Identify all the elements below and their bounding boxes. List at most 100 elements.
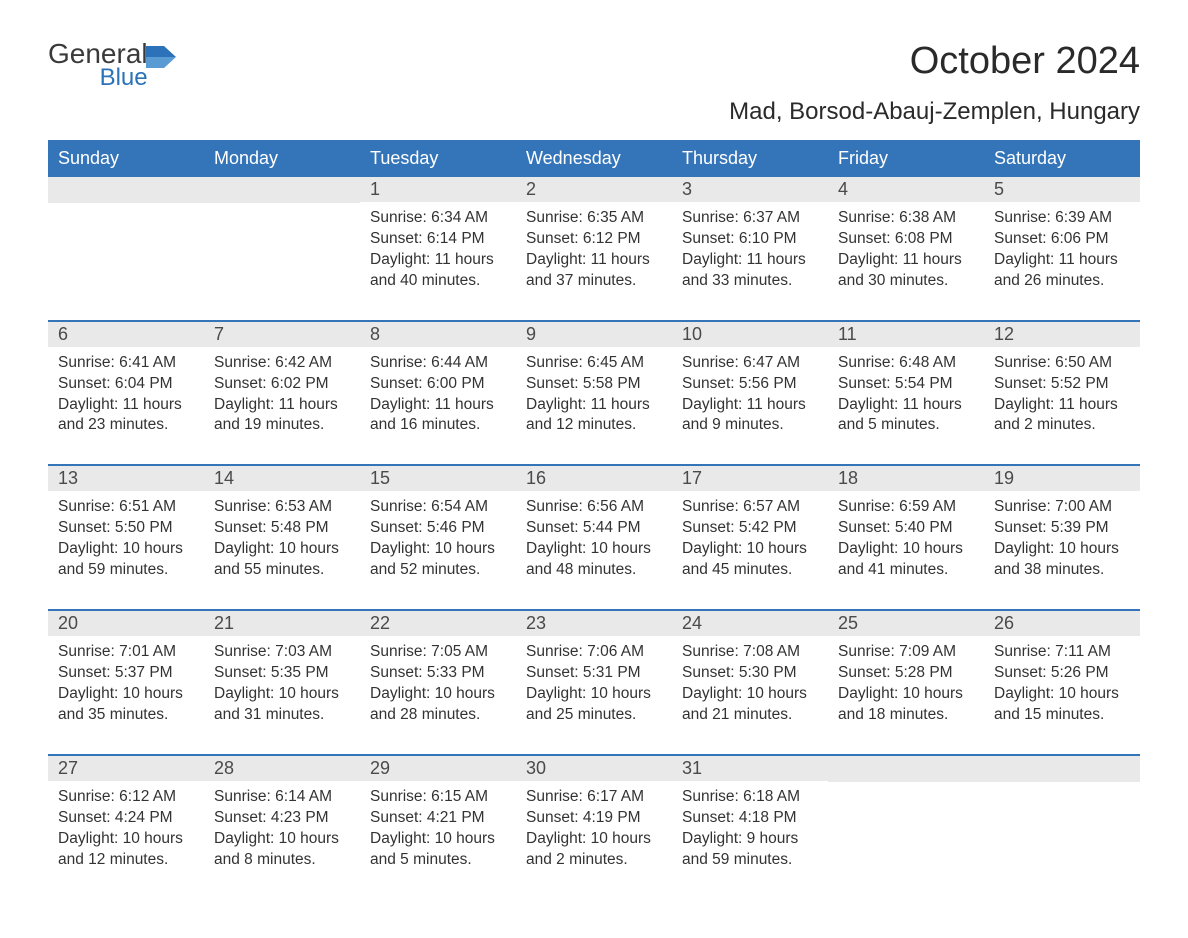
daylight-text-2: and 55 minutes. [214,560,350,581]
sunrise-text: Sunrise: 7:05 AM [370,642,506,663]
day-body: Sunrise: 6:51 AMSunset: 5:50 PMDaylight:… [48,491,204,609]
day-number: 16 [516,466,672,491]
day-number [828,756,984,782]
sunrise-text: Sunrise: 7:01 AM [58,642,194,663]
sunset-text: Sunset: 6:14 PM [370,229,506,250]
day-body: Sunrise: 7:08 AMSunset: 5:30 PMDaylight:… [672,636,828,754]
sunrise-text: Sunrise: 6:47 AM [682,353,818,374]
sunrise-text: Sunrise: 7:03 AM [214,642,350,663]
calendar-cell: 17Sunrise: 6:57 AMSunset: 5:42 PMDayligh… [672,465,828,610]
calendar-row: 6Sunrise: 6:41 AMSunset: 6:04 PMDaylight… [48,321,1140,466]
day-body [204,203,360,293]
day-body: Sunrise: 6:48 AMSunset: 5:54 PMDaylight:… [828,347,984,465]
day-body [48,203,204,293]
daylight-text-2: and 48 minutes. [526,560,662,581]
day-number: 29 [360,756,516,781]
sunrise-text: Sunrise: 6:59 AM [838,497,974,518]
sunset-text: Sunset: 6:08 PM [838,229,974,250]
daylight-text-2: and 2 minutes. [526,850,662,871]
sunrise-text: Sunrise: 6:57 AM [682,497,818,518]
day-body: Sunrise: 6:47 AMSunset: 5:56 PMDaylight:… [672,347,828,465]
sunrise-text: Sunrise: 6:45 AM [526,353,662,374]
day-number: 14 [204,466,360,491]
day-number: 4 [828,177,984,202]
sunrise-text: Sunrise: 6:37 AM [682,208,818,229]
daylight-text-1: Daylight: 10 hours [526,539,662,560]
day-body: Sunrise: 6:44 AMSunset: 6:00 PMDaylight:… [360,347,516,465]
sunset-text: Sunset: 5:52 PM [994,374,1130,395]
weekday-header-row: Sunday Monday Tuesday Wednesday Thursday… [48,140,1140,177]
daylight-text-1: Daylight: 10 hours [682,684,818,705]
sunrise-text: Sunrise: 6:56 AM [526,497,662,518]
calendar-cell: 12Sunrise: 6:50 AMSunset: 5:52 PMDayligh… [984,321,1140,466]
sunrise-text: Sunrise: 7:08 AM [682,642,818,663]
day-body: Sunrise: 6:41 AMSunset: 6:04 PMDaylight:… [48,347,204,465]
daylight-text-1: Daylight: 10 hours [214,684,350,705]
daylight-text-2: and 21 minutes. [682,705,818,726]
daylight-text-2: and 40 minutes. [370,271,506,292]
sunset-text: Sunset: 5:58 PM [526,374,662,395]
day-number: 24 [672,611,828,636]
calendar-cell: 5Sunrise: 6:39 AMSunset: 6:06 PMDaylight… [984,177,1140,321]
daylight-text-1: Daylight: 10 hours [526,684,662,705]
day-number: 1 [360,177,516,202]
daylight-text-2: and 5 minutes. [370,850,506,871]
sunrise-text: Sunrise: 6:48 AM [838,353,974,374]
day-number: 26 [984,611,1140,636]
day-number: 30 [516,756,672,781]
daylight-text-1: Daylight: 10 hours [214,829,350,850]
weekday-header: Monday [204,140,360,177]
daylight-text-1: Daylight: 10 hours [370,684,506,705]
logo: General Blue [48,40,176,90]
day-body [984,782,1140,872]
day-body: Sunrise: 6:15 AMSunset: 4:21 PMDaylight:… [360,781,516,899]
day-number: 15 [360,466,516,491]
calendar-cell: 15Sunrise: 6:54 AMSunset: 5:46 PMDayligh… [360,465,516,610]
day-body: Sunrise: 6:45 AMSunset: 5:58 PMDaylight:… [516,347,672,465]
daylight-text-2: and 15 minutes. [994,705,1130,726]
day-number: 8 [360,322,516,347]
day-number: 25 [828,611,984,636]
day-number: 31 [672,756,828,781]
day-body: Sunrise: 6:37 AMSunset: 6:10 PMDaylight:… [672,202,828,320]
daylight-text-1: Daylight: 10 hours [994,539,1130,560]
calendar-row: 13Sunrise: 6:51 AMSunset: 5:50 PMDayligh… [48,465,1140,610]
day-body: Sunrise: 6:56 AMSunset: 5:44 PMDaylight:… [516,491,672,609]
day-number: 5 [984,177,1140,202]
sunset-text: Sunset: 4:18 PM [682,808,818,829]
sunset-text: Sunset: 6:12 PM [526,229,662,250]
calendar-cell: 13Sunrise: 6:51 AMSunset: 5:50 PMDayligh… [48,465,204,610]
sunrise-text: Sunrise: 6:41 AM [58,353,194,374]
sunset-text: Sunset: 4:21 PM [370,808,506,829]
sunset-text: Sunset: 5:33 PM [370,663,506,684]
daylight-text-1: Daylight: 10 hours [838,539,974,560]
sunset-text: Sunset: 5:56 PM [682,374,818,395]
daylight-text-1: Daylight: 10 hours [58,539,194,560]
weekday-header: Friday [828,140,984,177]
daylight-text-1: Daylight: 11 hours [370,250,506,271]
day-body: Sunrise: 7:03 AMSunset: 5:35 PMDaylight:… [204,636,360,754]
daylight-text-1: Daylight: 11 hours [682,395,818,416]
sunrise-text: Sunrise: 7:00 AM [994,497,1130,518]
daylight-text-2: and 37 minutes. [526,271,662,292]
sunrise-text: Sunrise: 6:44 AM [370,353,506,374]
day-body: Sunrise: 7:01 AMSunset: 5:37 PMDaylight:… [48,636,204,754]
day-number: 23 [516,611,672,636]
sunset-text: Sunset: 5:37 PM [58,663,194,684]
day-number: 27 [48,756,204,781]
calendar-cell [204,177,360,321]
logo-flag-icon [146,46,176,73]
day-body: Sunrise: 6:59 AMSunset: 5:40 PMDaylight:… [828,491,984,609]
day-body: Sunrise: 6:14 AMSunset: 4:23 PMDaylight:… [204,781,360,899]
calendar-cell: 9Sunrise: 6:45 AMSunset: 5:58 PMDaylight… [516,321,672,466]
day-number: 20 [48,611,204,636]
day-number: 3 [672,177,828,202]
daylight-text-2: and 59 minutes. [58,560,194,581]
day-body: Sunrise: 6:12 AMSunset: 4:24 PMDaylight:… [48,781,204,899]
day-number: 13 [48,466,204,491]
calendar-table: Sunday Monday Tuesday Wednesday Thursday… [48,140,1140,898]
day-number: 17 [672,466,828,491]
calendar-cell: 14Sunrise: 6:53 AMSunset: 5:48 PMDayligh… [204,465,360,610]
sunset-text: Sunset: 6:00 PM [370,374,506,395]
calendar-cell: 2Sunrise: 6:35 AMSunset: 6:12 PMDaylight… [516,177,672,321]
